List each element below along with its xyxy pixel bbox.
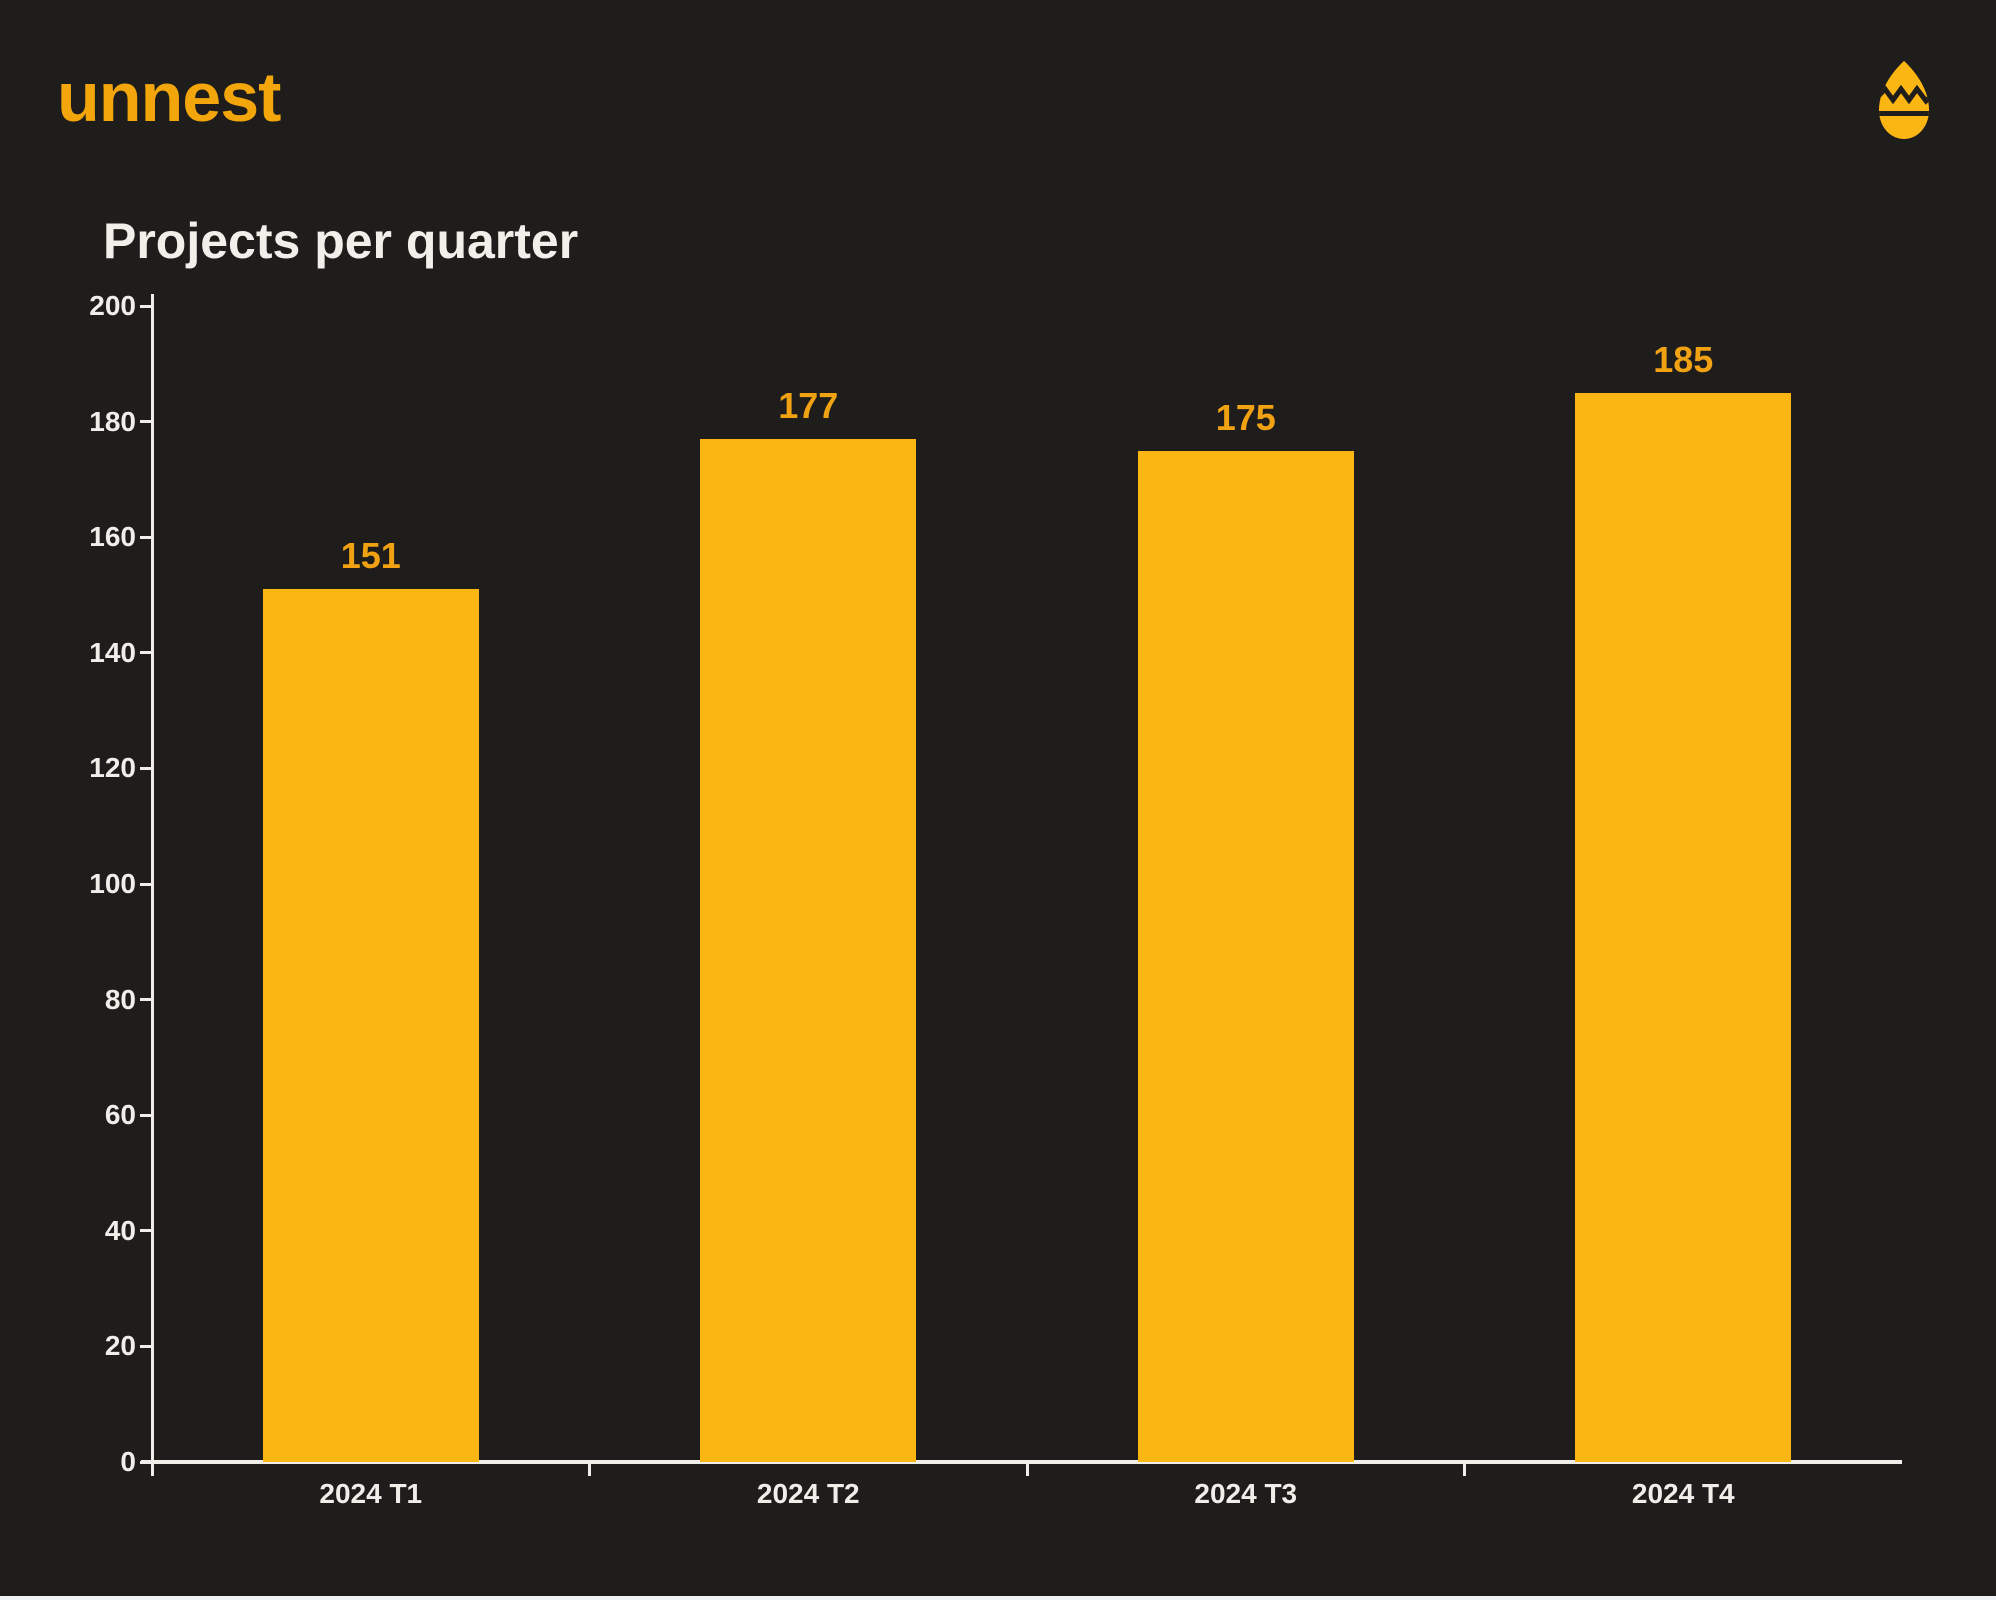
bar-value-label: 175 — [1215, 396, 1276, 438]
bar-value-label: 151 — [340, 535, 401, 577]
bar-2024-t3 — [1137, 450, 1354, 1462]
x-axis-tick — [1025, 1464, 1029, 1476]
y-axis-tick — [140, 420, 152, 424]
x-axis-tick — [150, 1464, 154, 1476]
x-axis-tick — [1463, 1464, 1466, 1476]
y-axis-tick — [140, 651, 152, 655]
y-axis-tick-label: 60 — [104, 1099, 136, 1131]
y-axis-tick — [140, 1344, 152, 1348]
y-axis-tick-label: 200 — [89, 290, 136, 321]
x-axis-tick — [588, 1464, 591, 1476]
x-axis-category-label: 2024 T3 — [1194, 1478, 1298, 1509]
y-axis-tick-label: 140 — [89, 636, 136, 668]
y-axis-tick — [140, 304, 152, 308]
y-axis-tick-label: 160 — [89, 521, 136, 553]
y-axis-tick — [140, 882, 152, 886]
y-axis-tick — [140, 1460, 152, 1464]
x-axis-category-label: 2024 T2 — [756, 1478, 860, 1509]
y-axis-tick-label: 180 — [89, 405, 136, 437]
chart-title: Projects per quarter — [103, 213, 579, 269]
bar-2024-t1 — [262, 589, 479, 1462]
y-axis-tick-label: 20 — [104, 1330, 136, 1362]
y-axis-tick-label: 0 — [120, 1446, 136, 1477]
y-axis-line — [151, 294, 154, 1464]
y-axis-tick — [140, 535, 152, 539]
x-axis-line — [141, 1460, 1902, 1464]
y-axis-tick-label: 40 — [104, 1214, 136, 1246]
y-axis-tick — [140, 1229, 152, 1233]
unnest-logo: unnest — [57, 58, 281, 136]
bar-value-label: 177 — [778, 384, 839, 426]
y-axis-tick — [140, 766, 152, 770]
x-axis-category-label: 2024 T4 — [1631, 1478, 1735, 1509]
y-axis-tick-label: 120 — [89, 752, 136, 784]
bar-2024-t4 — [1575, 392, 1792, 1462]
egg-icon — [1879, 61, 1929, 139]
y-axis-tick — [140, 998, 152, 1002]
y-axis-tick-label: 80 — [104, 983, 136, 1015]
bar-value-label: 185 — [1653, 338, 1714, 380]
bottom-edge-strip — [0, 1596, 1996, 1600]
y-axis-tick-label: 100 — [89, 868, 136, 899]
x-axis-category-label: 2024 T1 — [319, 1478, 423, 1509]
y-axis-tick — [140, 1113, 152, 1117]
bar-2024-t2 — [700, 438, 917, 1462]
